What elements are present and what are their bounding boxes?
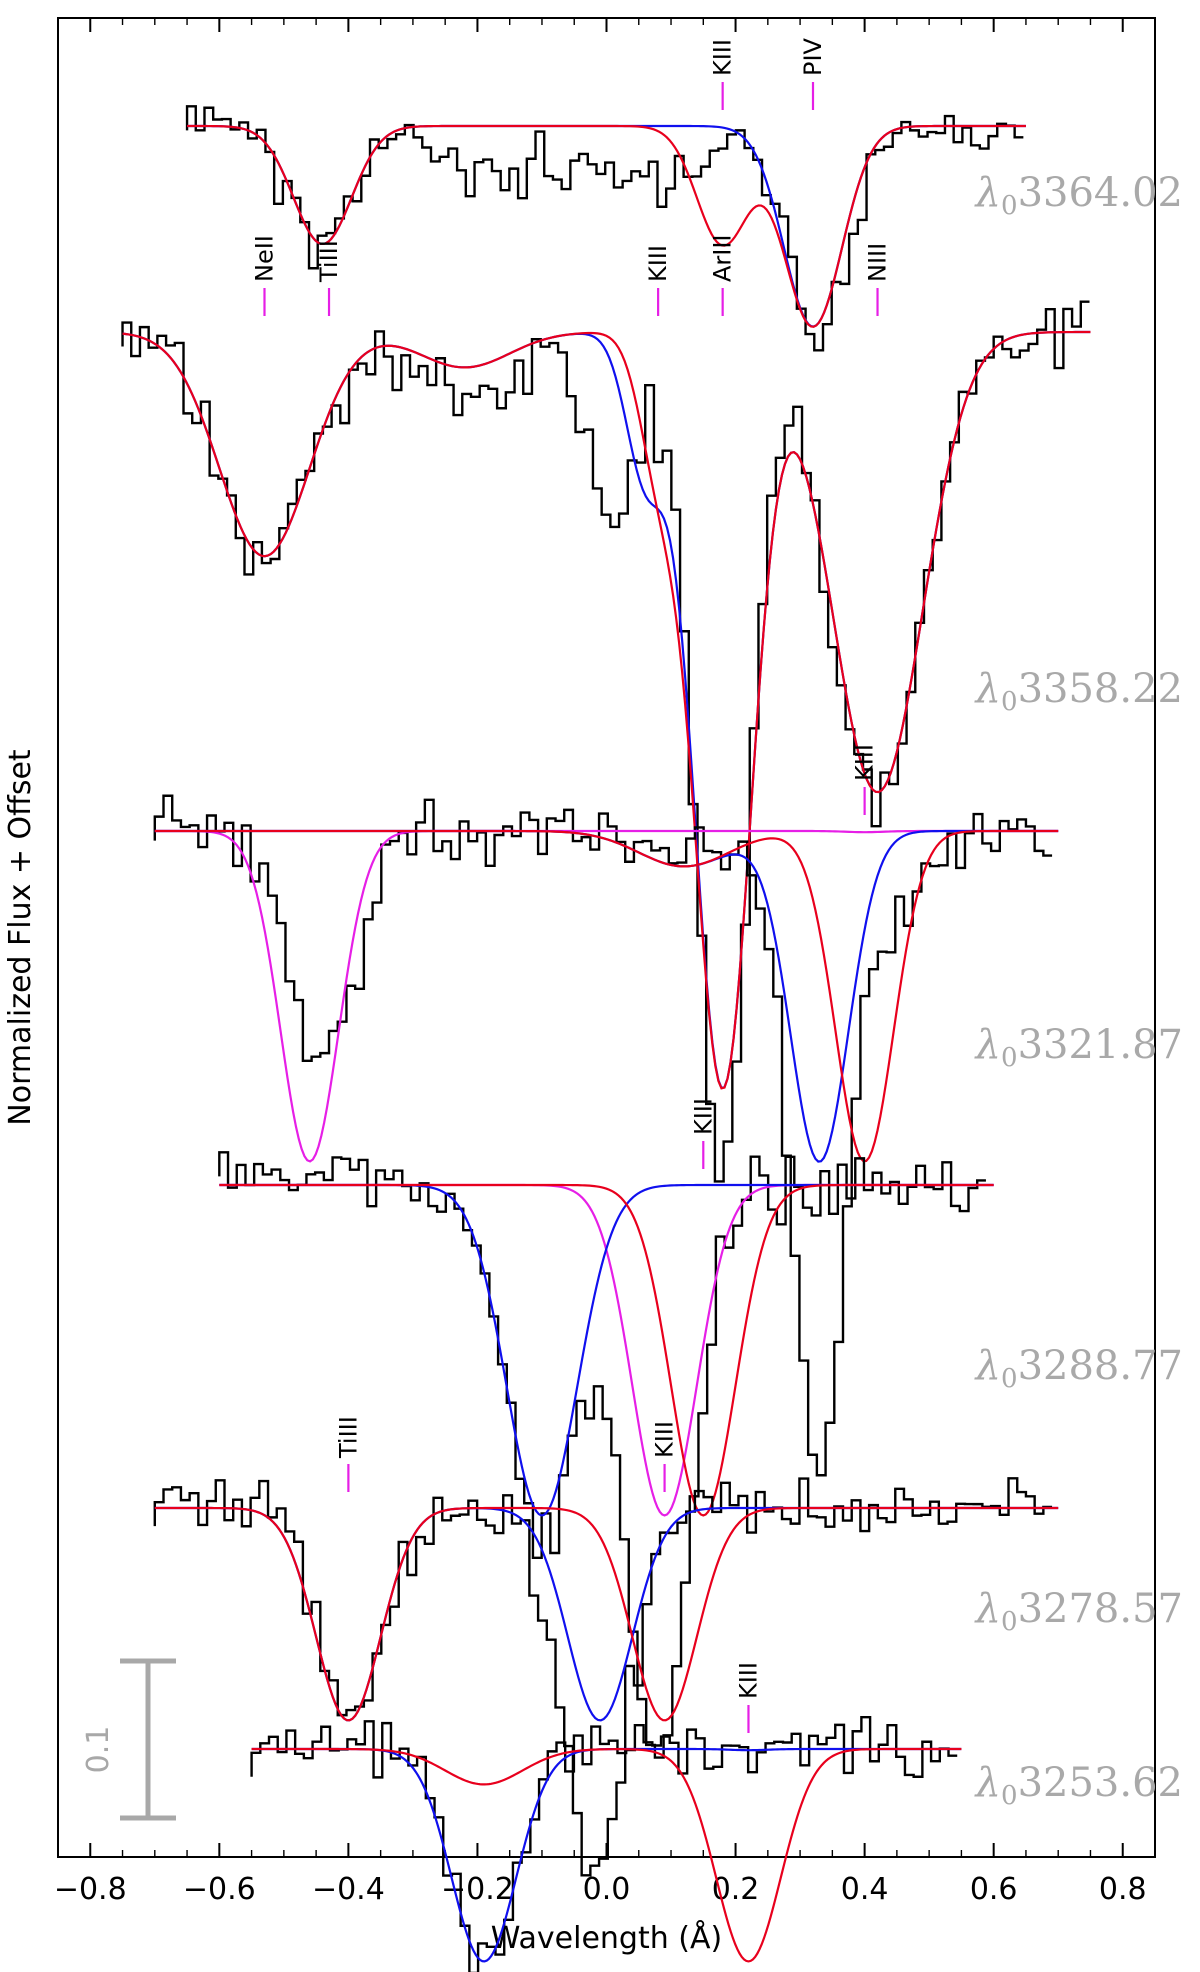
x-tick-label: −0.2: [441, 1872, 514, 1907]
x-tick-label: −0.4: [312, 1872, 385, 1907]
x-tick-label: 0.8: [1099, 1872, 1147, 1907]
scale-bar-label: 0.1: [81, 1726, 116, 1774]
lambda-symbol: λ: [974, 666, 1001, 712]
blue-model-curve: [122, 330, 1091, 1090]
wavelength-value: 3321.87: [1018, 1022, 1183, 1068]
ion-label: PIV: [799, 37, 827, 76]
data-spectrum: [185, 105, 1024, 352]
ion-label: KIII: [851, 744, 879, 781]
blue-model-curve: [187, 124, 1026, 328]
ion-label: TiIII: [334, 1416, 362, 1459]
lambda-symbol: λ: [974, 170, 1001, 216]
wavelength-value: 3358.22: [1018, 666, 1183, 712]
lambda-subscript: 0: [1001, 1607, 1018, 1637]
red-model-curve: [219, 1183, 994, 1517]
lambda-subscript: 0: [1001, 1781, 1018, 1811]
wavelength-value: 3253.62: [1018, 1760, 1183, 1806]
panel-wavelength-label: λ03321.87: [974, 1022, 1183, 1073]
wavelength-value: 3278.57: [1018, 1586, 1183, 1632]
lambda-subscript: 0: [1001, 1364, 1018, 1394]
panel-wavelength-label: λ03364.02: [974, 170, 1183, 221]
x-axis-label: Wavelength (Å): [491, 1920, 722, 1956]
y-axis-label: Normalized Flux + Offset: [3, 749, 38, 1126]
data-spectrum: [121, 300, 1090, 1183]
panel-wavelength-label: λ03253.62: [974, 1760, 1183, 1811]
lambda-symbol: λ: [974, 1586, 1001, 1632]
lambda-subscript: 0: [1001, 1043, 1018, 1073]
panel-wavelength-label: λ03278.57: [974, 1586, 1183, 1637]
lambda-subscript: 0: [1001, 687, 1018, 717]
spectrum-panel: KIII PIV λ03364.02: [185, 37, 1183, 352]
magenta-model-curve: [219, 1183, 994, 1517]
data-spectrum: [218, 1151, 986, 1759]
lambda-symbol: λ: [974, 1760, 1001, 1806]
ion-label: KIII: [644, 245, 672, 282]
red-model-curve: [187, 124, 1026, 328]
panel-wavelength-label: λ03358.22: [974, 666, 1183, 717]
lambda-symbol: λ: [974, 1022, 1001, 1068]
spectrum-panel: KIII λ03253.62: [250, 1662, 1183, 1972]
magenta-model-curve: [154, 829, 1059, 1163]
ion-label: KIII: [709, 39, 737, 76]
ion-label: KIII: [689, 1098, 717, 1135]
red-model-curve: [251, 1747, 962, 1963]
x-tick-label: 0.4: [841, 1872, 889, 1907]
red-model-curve: [122, 330, 1091, 1090]
blue-model-curve: [219, 1183, 994, 1517]
ion-label: KIII: [651, 1421, 679, 1458]
ion-label: TiIII: [315, 240, 343, 283]
lambda-subscript: 0: [1001, 191, 1018, 221]
ion-label: ArIII: [709, 234, 737, 282]
blue-model-curve: [154, 829, 1059, 1163]
data-spectrum: [153, 794, 1053, 1477]
x-tick-label: 0.0: [583, 1872, 631, 1907]
wavelength-value: 3364.02: [1018, 170, 1183, 216]
red-model-curve: [154, 829, 1059, 1163]
data-spectrum: [153, 1477, 1053, 1877]
x-tick-label: −0.8: [54, 1872, 127, 1907]
ion-label: NeII: [250, 235, 278, 282]
red-model-curve: [154, 1506, 1059, 1722]
x-tick-label: 0.6: [970, 1872, 1018, 1907]
data-spectrum: [250, 1716, 958, 1972]
panel-wavelength-label: λ03288.77: [974, 1343, 1183, 1394]
ion-label: NIII: [864, 243, 892, 282]
wavelength-value: 3288.77: [1018, 1343, 1183, 1389]
blue-model-curve: [154, 1506, 1059, 1722]
plot-frame: [57, 17, 1156, 1858]
x-tick-label: −0.6: [183, 1872, 256, 1907]
ion-label: KIII: [734, 1662, 762, 1699]
lambda-symbol: λ: [974, 1343, 1001, 1389]
plot-area: −0.8 −0.6 −0.4 −0.2 0.0 0.2 0.4 0.6 0.8Wavelengt…: [3, 17, 1183, 1972]
